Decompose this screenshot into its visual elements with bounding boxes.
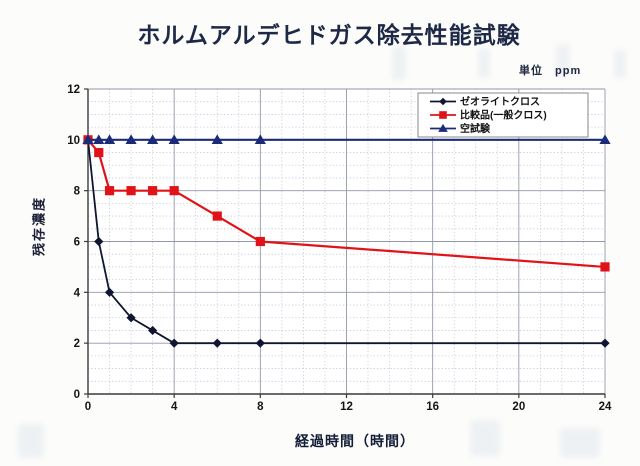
diamond-marker bbox=[94, 236, 104, 247]
square-marker bbox=[439, 111, 447, 119]
diamond-marker bbox=[169, 338, 179, 348]
y-tick-label: 12 bbox=[67, 84, 80, 96]
triangle-marker bbox=[103, 134, 116, 145]
diamond-marker bbox=[104, 287, 115, 297]
diamond-marker bbox=[148, 325, 158, 336]
triangle-marker bbox=[599, 134, 611, 145]
x-tick-label: 24 bbox=[599, 401, 612, 413]
triangle-marker bbox=[82, 134, 94, 145]
y-tick-label: 0 bbox=[74, 389, 80, 401]
square-marker bbox=[600, 262, 610, 272]
unit-label: 単位 ppm bbox=[519, 65, 582, 77]
x-tick-label: 4 bbox=[171, 401, 178, 413]
y-tick-label: 4 bbox=[74, 287, 81, 299]
legend-label: ゼオライトクロス bbox=[460, 95, 540, 108]
triangle-marker bbox=[125, 134, 137, 145]
series-2 bbox=[82, 134, 611, 145]
triangle-marker bbox=[438, 123, 448, 132]
y-tick-label: 8 bbox=[74, 186, 81, 198]
diamond-marker bbox=[126, 313, 136, 323]
triangle-marker bbox=[93, 134, 105, 145]
legend-item: 空試験 bbox=[430, 122, 491, 135]
triangle-marker bbox=[147, 134, 159, 145]
square-marker bbox=[148, 186, 158, 196]
y-tick-label: 6 bbox=[74, 237, 80, 249]
square-marker bbox=[104, 186, 115, 196]
diamond-marker bbox=[600, 338, 610, 348]
x-tick-label: 12 bbox=[340, 401, 353, 413]
x-tick-label: 0 bbox=[85, 401, 91, 413]
triangle-marker bbox=[254, 134, 266, 145]
square-marker bbox=[94, 147, 104, 158]
square-marker bbox=[126, 186, 136, 196]
x-tick-label: 8 bbox=[257, 401, 264, 413]
y-tick-label: 2 bbox=[74, 338, 80, 350]
y-tick-label: 10 bbox=[67, 135, 80, 147]
diamond-marker bbox=[255, 338, 265, 348]
square-marker bbox=[255, 236, 265, 247]
x-tick-label: 20 bbox=[512, 401, 525, 413]
legend-item: 比較品(一般クロス) bbox=[430, 109, 547, 122]
diamond-marker bbox=[212, 338, 222, 348]
diamond-marker bbox=[439, 97, 447, 106]
triangle-marker bbox=[168, 134, 180, 145]
legend-label: 比較品(一般クロス) bbox=[460, 109, 547, 122]
square-marker bbox=[169, 186, 179, 196]
chart-title: ホルムアルデヒドガス除去性能試験 bbox=[137, 22, 521, 48]
x-axis-title: 経過時間（時間） bbox=[295, 433, 415, 449]
triangle-marker bbox=[211, 134, 223, 145]
x-tick-label: 16 bbox=[426, 401, 439, 413]
square-marker bbox=[212, 211, 222, 221]
legend-item: ゼオライトクロス bbox=[430, 95, 540, 108]
legend-label: 空試験 bbox=[460, 122, 491, 135]
